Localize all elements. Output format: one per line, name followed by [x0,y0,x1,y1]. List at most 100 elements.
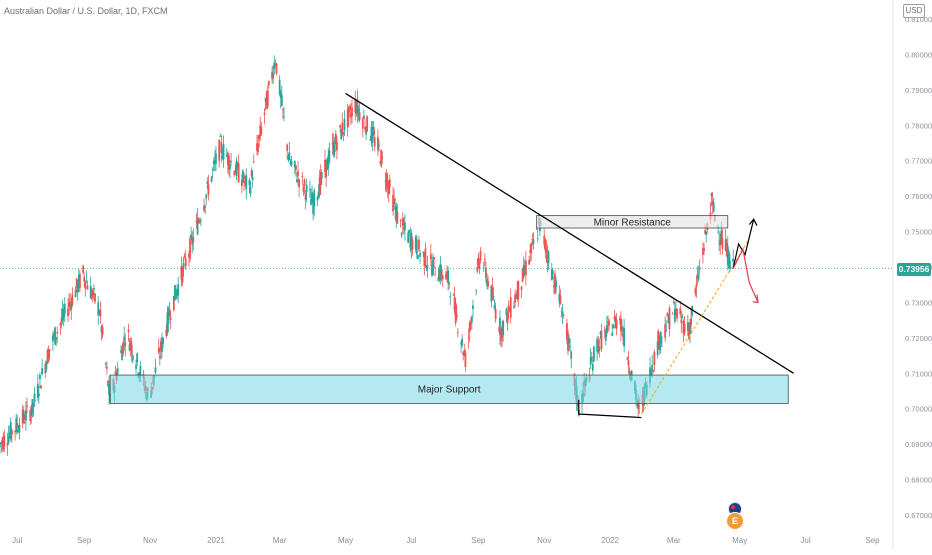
candle-body [302,186,305,192]
candle-body [289,161,292,165]
candle-body [535,228,538,230]
candle-body [605,325,608,333]
candle-body [354,99,357,113]
candle-body [461,338,464,346]
candle-body [431,265,433,276]
candle-body [454,303,457,323]
candle-body [657,331,660,346]
bullish-projection-arrow [732,219,755,269]
candle-body [637,400,640,410]
candle-body [422,252,425,254]
candle-body [565,323,568,340]
candle-body [137,373,140,375]
candle-body [727,251,730,268]
candle-body [55,337,58,340]
candle-body [441,275,444,280]
candle-body [725,242,728,257]
candle-body [370,126,373,142]
candle-body [94,293,96,302]
candle-body [497,329,500,331]
candle-body [218,140,221,161]
candle-body [357,109,360,113]
candle-body [189,238,191,259]
candle-body [570,351,573,359]
candle-body [324,159,326,172]
candle-body [653,351,656,366]
candle-body [77,274,80,288]
candle-body [9,422,12,440]
candle-body [309,189,311,190]
candle-body [250,170,253,177]
candle-body [168,311,171,317]
candle-body [710,192,713,197]
candle-body [280,95,283,106]
candle-body [452,294,455,296]
candle-body [463,350,466,354]
candle-body [161,338,163,352]
candle-body [310,199,312,206]
candle-body [326,159,329,170]
candle-body [385,174,388,189]
candle-body [460,343,462,344]
candle-body [10,430,13,435]
candle-body [378,144,380,147]
candle-body [719,241,722,246]
candle-body [688,330,690,339]
candle-body [425,266,428,270]
candle-body [711,200,714,206]
candle-body [121,349,123,361]
candle-body [40,385,42,389]
candle-body [558,293,561,303]
candle-body [243,180,245,184]
candle-body [69,302,72,304]
candle-body [282,108,284,110]
candle-body [362,115,365,119]
candle-body [392,194,394,212]
x-tick-label: Mar [273,536,287,545]
candle-body [479,251,482,261]
candle-body [665,330,668,332]
candle-body [467,337,470,339]
candle-body [402,226,405,229]
candle-body [1,439,4,444]
candle-body [667,318,670,323]
currency-badge[interactable]: USD [903,4,925,18]
candle-body [346,109,349,128]
candle-body [650,369,653,375]
candle-body [136,353,139,363]
candle-body [301,175,304,178]
candle-body [509,297,512,318]
candle-body [89,285,92,299]
candle-body [343,118,346,131]
candle-body [311,192,313,203]
last-price-tag: 0.73956 [897,263,931,276]
candle-body [506,312,509,324]
candle-body [521,267,524,282]
candle-body [106,367,108,369]
candle-body [712,202,715,212]
candle-body [569,346,572,347]
candle-body [225,155,228,157]
candle-body [448,282,451,285]
candle-body [327,155,330,169]
y-tick-label: 0.79000 [905,86,932,95]
candle-body [486,278,488,286]
events-icon[interactable]: E [726,512,744,530]
candle-body [671,313,674,315]
candle-body [183,255,186,257]
candle-body [507,305,510,311]
candle-body [675,308,677,316]
candle-body [546,254,549,263]
candle-body [416,255,419,260]
candle-body [652,370,655,372]
candle-body [75,278,78,288]
symbol-title: Australian Dollar / U.S. Dollar, 1D, FXC… [4,6,168,16]
candle-body [83,276,86,282]
candle-body [611,332,614,336]
candle-body [222,143,225,160]
candle-body [372,131,375,135]
candle-body [447,270,450,284]
candle-body [97,302,100,315]
